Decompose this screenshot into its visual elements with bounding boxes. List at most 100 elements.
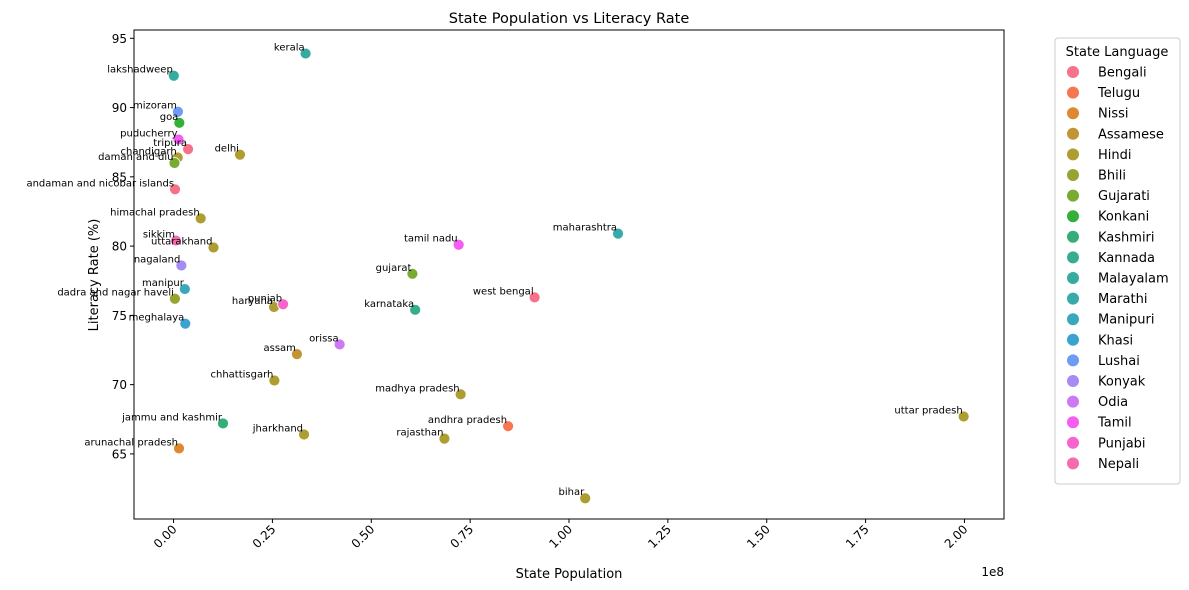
y-axis-ticks: 65 70 75 80 85 90 95 bbox=[112, 32, 134, 461]
data-point bbox=[167, 69, 180, 82]
legend-marker bbox=[1067, 457, 1079, 470]
legend-entry-label: Punjabi bbox=[1098, 436, 1146, 451]
data-point bbox=[172, 133, 185, 146]
data-point bbox=[175, 259, 188, 272]
legend-entry-label: Lushai bbox=[1098, 354, 1140, 369]
data-point bbox=[528, 291, 541, 304]
data-point-label: dadra and nagar haveli bbox=[57, 288, 174, 299]
legend-entry-label: Hindi bbox=[1098, 148, 1132, 163]
data-point bbox=[182, 143, 194, 156]
y-tick-label: 70 bbox=[112, 378, 127, 392]
legend-marker bbox=[1067, 354, 1079, 367]
data-point-label: nagaland bbox=[134, 254, 181, 265]
data-point-label: mizoram bbox=[133, 101, 177, 112]
y-tick-label: 65 bbox=[112, 447, 127, 461]
legend-frame bbox=[1054, 37, 1181, 485]
data-point-label: rajasthan bbox=[396, 428, 443, 439]
legend-marker bbox=[1067, 210, 1079, 223]
data-point-label: daman and diu bbox=[98, 152, 173, 163]
legend-marker bbox=[1067, 107, 1079, 120]
data-point-label: tamil nadu bbox=[404, 234, 458, 245]
data-point bbox=[217, 417, 229, 430]
legend-marker bbox=[1067, 395, 1079, 408]
data-point-label: tripura bbox=[153, 138, 187, 149]
legend-entry-label: Khasi bbox=[1098, 333, 1133, 348]
x-axis-label: State Population bbox=[516, 567, 623, 582]
data-point bbox=[173, 116, 186, 129]
data-point bbox=[612, 227, 624, 240]
legend-marker bbox=[1067, 86, 1079, 99]
data-point-label: jammu and kashmir bbox=[121, 412, 223, 423]
data-point-label: meghalaya bbox=[129, 313, 185, 324]
data-point-label: haryana bbox=[232, 296, 273, 307]
legend-marker bbox=[1067, 66, 1079, 78]
data-point bbox=[179, 317, 192, 330]
data-point bbox=[194, 212, 207, 225]
legend-marker bbox=[1067, 313, 1079, 326]
legend-marker bbox=[1067, 230, 1079, 243]
data-point-label: chandigarh bbox=[121, 146, 177, 157]
data-point bbox=[168, 292, 181, 305]
legend-entry-label: Nissi bbox=[1098, 107, 1129, 122]
data-point-label: manipur bbox=[142, 278, 185, 289]
legend-entry-label: Bhili bbox=[1098, 169, 1126, 184]
legend-entry-label: Bengali bbox=[1098, 66, 1147, 81]
y-tick-label: 85 bbox=[112, 170, 127, 184]
legend-entry-label: Malayalam bbox=[1098, 272, 1169, 287]
data-point bbox=[268, 374, 281, 387]
data-point bbox=[178, 283, 191, 295]
data-point bbox=[406, 267, 419, 280]
data-point bbox=[291, 348, 303, 361]
data-point bbox=[452, 238, 465, 251]
data-point-label: goa bbox=[160, 112, 179, 123]
legend-entry-label: Kannada bbox=[1098, 251, 1155, 266]
legend-title: State Language bbox=[1066, 45, 1169, 60]
legend-entry-label: Nepali bbox=[1098, 457, 1139, 472]
data-point-label: assam bbox=[264, 343, 296, 354]
data-point-label: sikkim bbox=[143, 230, 175, 241]
data-point bbox=[454, 388, 467, 401]
data-point bbox=[299, 47, 312, 60]
data-point-label: himachal pradesh bbox=[110, 207, 200, 218]
data-point-label: madhya pradesh bbox=[375, 383, 459, 394]
data-point bbox=[173, 442, 185, 455]
legend-marker bbox=[1067, 148, 1079, 161]
y-tick-label: 90 bbox=[112, 101, 127, 115]
data-point-label: maharashtra bbox=[553, 223, 617, 234]
data-point-label: delhi bbox=[215, 144, 239, 155]
data-point-label: chhattisgarh bbox=[210, 369, 273, 380]
legend-marker bbox=[1067, 251, 1079, 264]
legend-marker bbox=[1067, 189, 1079, 202]
data-point-label: west bengal bbox=[473, 286, 534, 297]
data-point-label: orissa bbox=[309, 333, 339, 344]
data-point bbox=[957, 410, 970, 423]
data-point-label: jharkhand bbox=[252, 423, 303, 434]
legend-entry-label: Konkani bbox=[1098, 210, 1149, 225]
data-point bbox=[438, 432, 451, 445]
legend-entry-label: Marathi bbox=[1098, 292, 1147, 307]
data-point bbox=[298, 428, 310, 441]
data-point bbox=[502, 420, 515, 433]
data-point bbox=[207, 241, 220, 254]
legend-marker bbox=[1067, 416, 1079, 429]
legend-marker bbox=[1067, 272, 1079, 284]
legend-marker bbox=[1067, 127, 1079, 140]
legend-entry-label: Assamese bbox=[1098, 127, 1164, 142]
legend-marker bbox=[1067, 375, 1079, 387]
data-point-label: andaman and nicobar islands bbox=[26, 178, 174, 189]
legend-entry-label: Manipuri bbox=[1098, 313, 1154, 328]
legend: State Language Bengali Telugu Nissi Assames… bbox=[1054, 37, 1181, 485]
chart-title: State Population vs Literacy Rate bbox=[449, 11, 690, 27]
data-point-label: bihar bbox=[559, 487, 586, 498]
data-point bbox=[169, 183, 181, 196]
y-tick-label: 95 bbox=[112, 32, 127, 46]
data-point bbox=[409, 303, 422, 316]
legend-entry-label: Kashmiri bbox=[1098, 230, 1155, 245]
legend-entry-label: Konyak bbox=[1098, 375, 1146, 390]
y-tick-label: 80 bbox=[112, 240, 127, 254]
legend-entry-label: Tamil bbox=[1097, 416, 1132, 431]
legend-marker bbox=[1067, 436, 1079, 449]
legend-entry-label: Telugu bbox=[1097, 86, 1140, 101]
